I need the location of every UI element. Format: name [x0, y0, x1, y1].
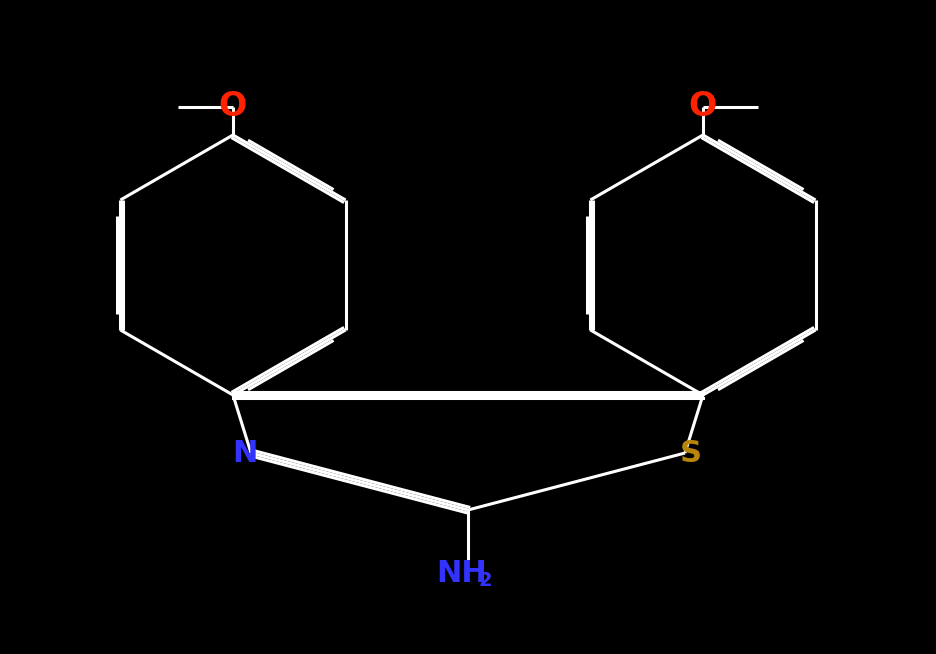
Text: O: O — [219, 90, 247, 124]
Text: O: O — [689, 90, 717, 124]
Text: 2: 2 — [478, 570, 491, 589]
Text: N: N — [232, 438, 257, 468]
Text: NH: NH — [436, 560, 488, 589]
Text: S: S — [680, 438, 702, 468]
